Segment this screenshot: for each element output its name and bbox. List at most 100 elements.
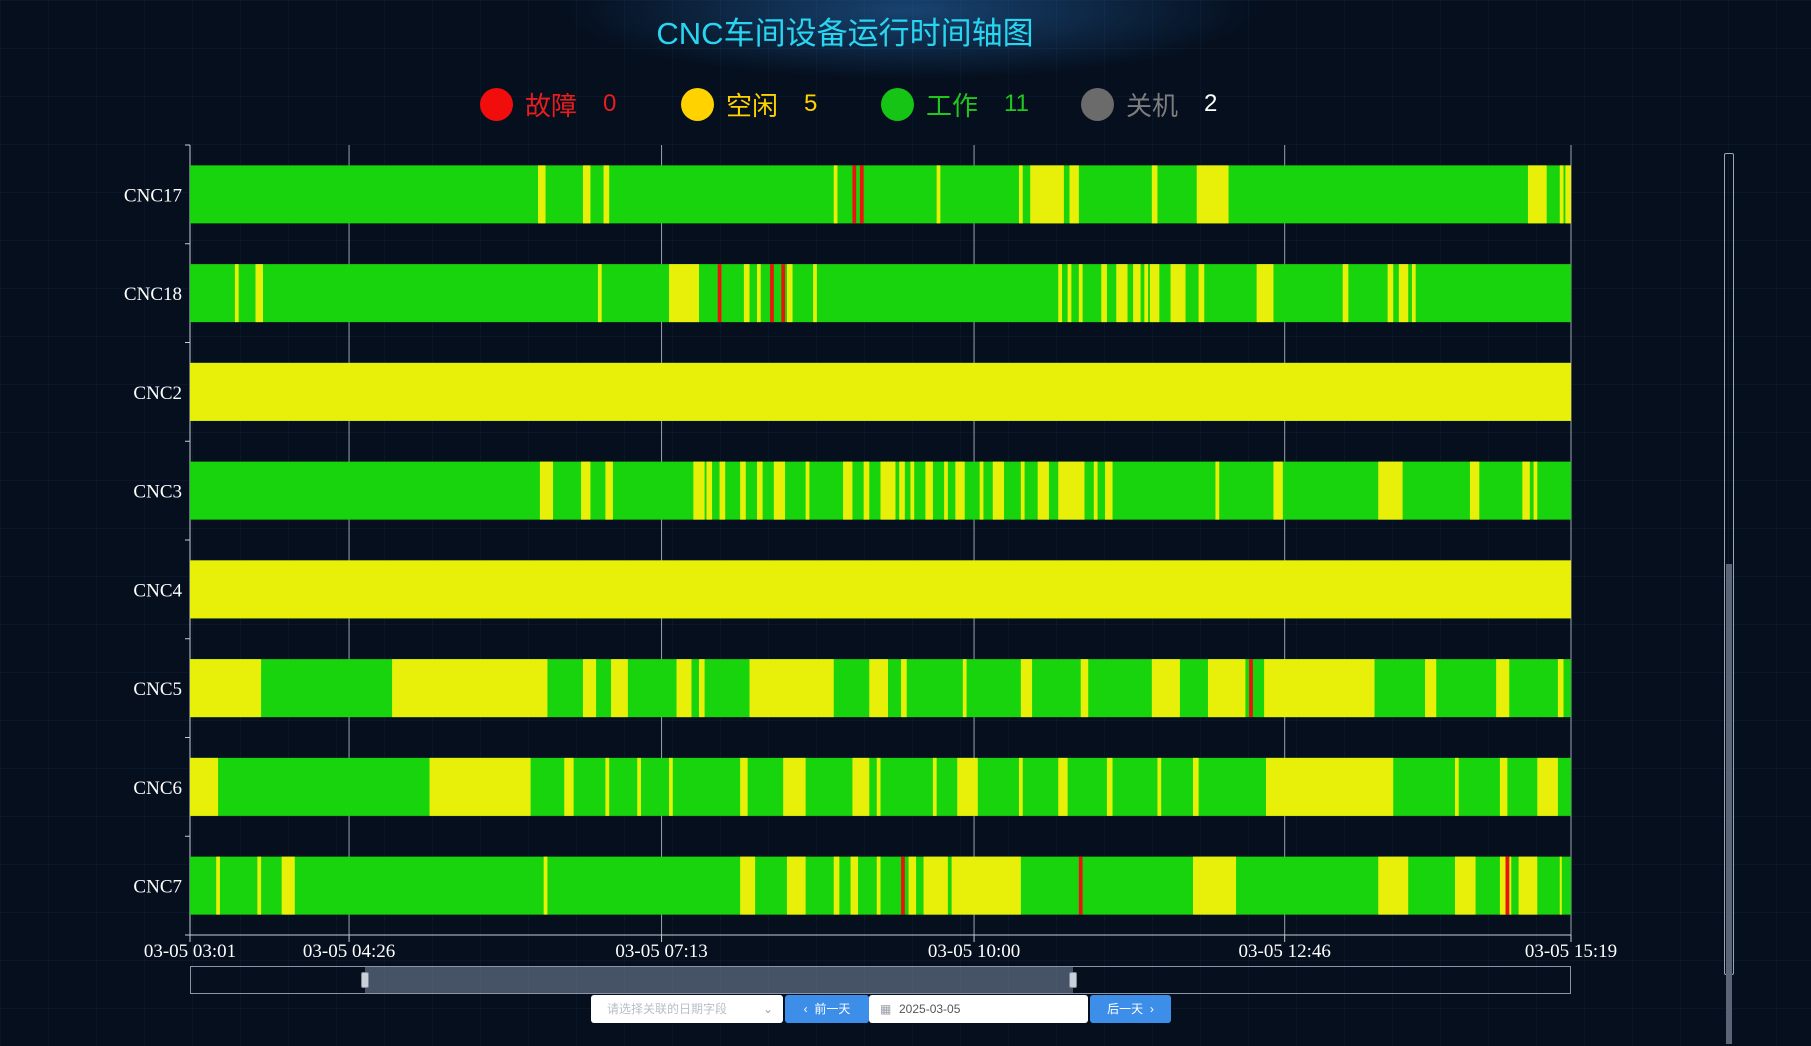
- date-field-placeholder: 请选择关联的日期字段: [607, 1002, 728, 1016]
- idle-segment: [869, 659, 888, 718]
- idle-segment: [1378, 461, 1403, 520]
- date-input[interactable]: ▦ 2025-03-05: [869, 995, 1088, 1023]
- idle-segment: [740, 757, 748, 816]
- fault-segment: [852, 165, 857, 224]
- working-segment: [190, 264, 1571, 323]
- calendar-icon: ▦: [880, 1002, 892, 1016]
- x-tick-label: 03-05 07:13: [615, 941, 707, 962]
- legend-count-working: 11: [1004, 90, 1029, 117]
- idle-segment: [899, 461, 905, 520]
- chevron-left-icon: ‹: [803, 1002, 815, 1016]
- next-day-button[interactable]: 后一天 ›: [1090, 995, 1171, 1023]
- background-glow: [560, 0, 1260, 80]
- prev-day-button[interactable]: ‹ 前一天: [785, 995, 869, 1023]
- idle-segment: [1559, 165, 1564, 224]
- idle-segment: [1496, 659, 1510, 718]
- legend-item-fault[interactable]: 故障 0: [480, 84, 616, 124]
- legend-item-working[interactable]: 工作 11: [881, 84, 1029, 124]
- idle-segment: [1378, 856, 1409, 915]
- y-tick-label: CNC17: [124, 185, 182, 206]
- idle-segment: [216, 856, 220, 915]
- idle-segment: [190, 560, 1571, 619]
- fault-segment: [781, 264, 786, 323]
- datazoom-window[interactable]: [365, 967, 1073, 993]
- datazoom-start-handle[interactable]: [361, 972, 369, 988]
- idle-segment: [669, 757, 673, 816]
- fault-segment: [901, 856, 905, 915]
- idle-segment: [1537, 757, 1558, 816]
- idle-segment: [190, 659, 262, 718]
- fault-segment: [1078, 856, 1083, 915]
- idle-segment: [1106, 757, 1113, 816]
- datazoom-end-handle[interactable]: [1069, 972, 1077, 988]
- idle-segment: [1207, 659, 1246, 718]
- idle-segment: [740, 856, 756, 915]
- x-tick-label: 03-05 15:19: [1525, 941, 1617, 962]
- idle-segment: [1116, 264, 1128, 323]
- idle-segment: [603, 165, 610, 224]
- idle-segment: [1499, 856, 1506, 915]
- idle-segment: [1020, 659, 1033, 718]
- y-tick-label: CNC6: [133, 778, 182, 799]
- idle-segment: [1037, 461, 1049, 520]
- idle-segment: [749, 659, 834, 718]
- idle-segment: [1105, 461, 1113, 520]
- y-tick-label: CNC4: [133, 580, 182, 601]
- page-title: CNC车间设备运行时间轴图: [656, 16, 1034, 51]
- idle-segment: [1144, 264, 1149, 323]
- idle-segment: [957, 757, 978, 816]
- vertical-scrollbar-thumb[interactable]: [1726, 564, 1732, 1044]
- idle-segment: [992, 461, 1005, 520]
- legend-item-off[interactable]: 关机 2: [1081, 84, 1217, 124]
- idle-segment: [1527, 165, 1547, 224]
- idle-segment: [979, 461, 984, 520]
- idle-segment: [756, 264, 761, 323]
- idle-segment: [1058, 461, 1085, 520]
- idle-segment: [786, 856, 806, 915]
- legend-label-working: 工作: [926, 90, 979, 121]
- datazoom-slider[interactable]: [190, 966, 1571, 994]
- idle-segment: [582, 165, 591, 224]
- idle-segment: [876, 757, 881, 816]
- idle-segment: [951, 856, 1021, 915]
- idle-segment: [1387, 264, 1394, 323]
- x-tick-label: 03-05 10:00: [928, 941, 1020, 962]
- idle-segment: [1080, 659, 1089, 718]
- legend-item-idle[interactable]: 空闲 5: [681, 84, 817, 124]
- idle-segment: [1020, 461, 1025, 520]
- idle-segment: [539, 461, 554, 520]
- y-tick-label: CNC7: [133, 877, 182, 898]
- idle-segment: [1264, 659, 1375, 718]
- idle-segment: [833, 165, 838, 224]
- idle-segment: [1067, 264, 1072, 323]
- idle-segment: [255, 264, 263, 323]
- y-tick-label: CNC2: [133, 383, 182, 404]
- idle-segment: [932, 757, 937, 816]
- idle-segment: [850, 856, 859, 915]
- idle-segment: [1518, 856, 1538, 915]
- idle-segment: [1273, 461, 1283, 520]
- idle-segment: [1030, 165, 1064, 224]
- date-field-select[interactable]: 请选择关联的日期字段 ⌄: [591, 995, 783, 1023]
- legend-count-off: 2: [1204, 90, 1218, 117]
- idle-segment: [1454, 856, 1476, 915]
- legend-count-fault: 0: [603, 90, 617, 117]
- idle-segment: [740, 461, 746, 520]
- idle-segment: [1499, 757, 1508, 816]
- x-tick-label: 03-05 03:01: [144, 941, 236, 962]
- idle-segment: [852, 757, 870, 816]
- legend-count-idle: 5: [804, 90, 818, 117]
- idle-segment: [1170, 264, 1186, 323]
- idle-segment: [234, 264, 239, 323]
- idle-segment: [880, 461, 896, 520]
- idle-segment: [923, 856, 948, 915]
- vertical-scrollbar[interactable]: [1724, 153, 1734, 1044]
- idle-segment: [901, 659, 907, 718]
- next-day-label: 后一天: [1107, 1002, 1144, 1016]
- idle-segment: [876, 856, 881, 915]
- idle-segment: [925, 461, 933, 520]
- idle-segment: [190, 362, 1571, 421]
- idle-segment: [1342, 264, 1349, 323]
- legend-label-idle: 空闲: [726, 90, 779, 121]
